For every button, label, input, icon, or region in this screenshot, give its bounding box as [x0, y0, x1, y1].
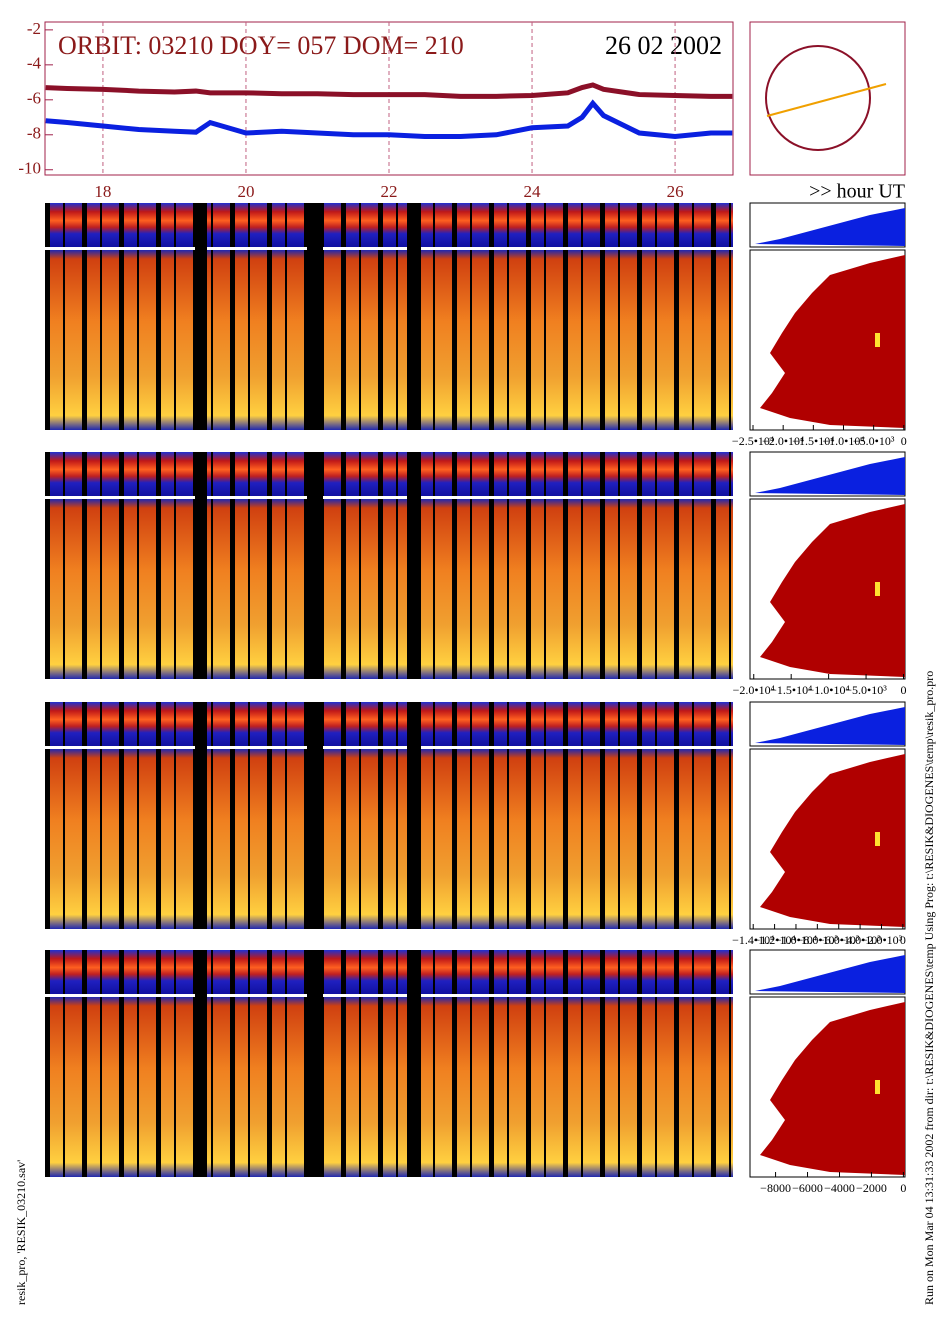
side-x-tick-label: −1.0•10⁴	[775, 933, 817, 947]
side-x-tick-label: −5.0•10³	[845, 683, 887, 697]
histogram	[749, 451, 906, 680]
side-x-tick-label: −6.0•10³	[818, 933, 860, 947]
x-tick-label: 26	[667, 182, 684, 201]
side-x-tick-label: −4.0•10³	[839, 933, 881, 947]
footer-left: resik_pro, 'RESIK_03210.sav'	[14, 1160, 28, 1305]
side-x-tick-label: 0	[901, 434, 907, 448]
y-tick-label: -2	[27, 19, 41, 38]
spectrogram	[45, 203, 733, 430]
side-x-tick-label: −6000	[792, 1181, 823, 1195]
histogram	[749, 949, 906, 1178]
y-tick-label: -8	[27, 124, 41, 143]
x-axis-label: >> hour UT	[809, 181, 905, 203]
side-x-tick-label: −8000	[760, 1181, 791, 1195]
x-tick-label: 18	[94, 182, 111, 201]
x-tick-label: 24	[524, 182, 542, 201]
side-x-tick-label: −2000	[856, 1181, 887, 1195]
side-x-tick-label: −5.0•10³	[853, 434, 895, 448]
side-x-tick-label: −1.5•10⁴	[792, 434, 834, 448]
side-x-tick-label: 0	[900, 933, 906, 947]
side-x-tick-label: −1.2•10⁴	[754, 933, 796, 947]
side-x-tick-label: −1.0•10⁴	[808, 683, 850, 697]
orbit-track	[766, 83, 887, 117]
side-x-tick-label: −4000	[824, 1181, 855, 1195]
spectrogram	[45, 950, 733, 1177]
side-x-tick-label: −1.4•10⁴	[732, 933, 774, 947]
side-x-tick-label: 0	[900, 1181, 906, 1195]
series-line	[45, 99, 733, 140]
series-line	[45, 82, 733, 99]
spectrogram	[45, 702, 733, 929]
orbit-circle	[765, 45, 871, 151]
y-tick-label: -6	[27, 89, 41, 108]
side-x-tick-label: −8.0•10³	[797, 933, 839, 947]
histogram	[749, 202, 906, 431]
side-x-tick-label: −1.5•10⁴	[770, 683, 812, 697]
footer-right: Run on Mon Mar 04 13:31:33 2002 from dir…	[922, 671, 936, 1305]
spectrogram	[45, 452, 733, 679]
x-tick-label: 20	[237, 182, 254, 201]
side-x-tick-label: −2.0•10³	[861, 933, 903, 947]
side-x-tick-label: −2.0•10⁴	[762, 434, 804, 448]
side-x-tick-label: 0	[901, 683, 907, 697]
histogram	[749, 701, 906, 930]
side-x-tick-label: −1.0•10⁴	[822, 434, 864, 448]
y-tick-label: -4	[27, 54, 42, 73]
chart-title: ORBIT: 03210 DOY= 057 DOM= 210	[58, 31, 464, 60]
y-tick-label: -10	[18, 159, 41, 178]
orbit-frame	[749, 21, 906, 176]
side-x-tick-label: −2.0•10⁴	[733, 683, 775, 697]
x-tick-label: 22	[381, 182, 398, 201]
chart-date: 26 02 2002	[605, 31, 722, 60]
side-x-tick-label: −2.5•10⁴	[732, 434, 774, 448]
